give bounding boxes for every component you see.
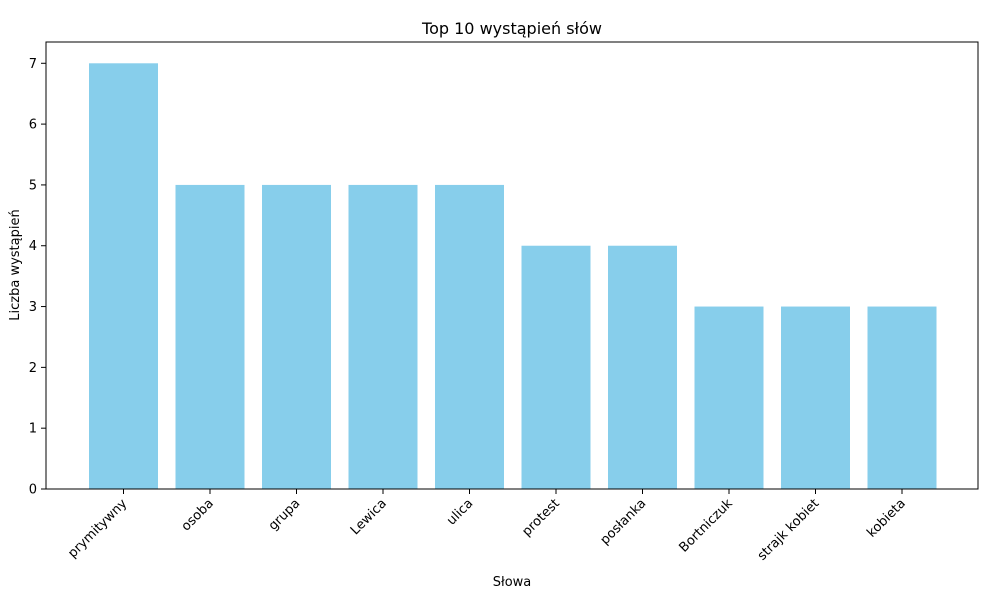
plot-frame [45, 41, 979, 490]
bar-3 [348, 184, 418, 490]
y-tick-label-4: 4 [29, 239, 37, 254]
bar-8 [781, 306, 850, 489]
y-axis-ticks: 0 1 2 3 4 5 6 7 [29, 57, 46, 498]
x-axis-ticks: prymitywny osoba grupa Lewica ulica protest po… [65, 489, 909, 564]
chart-title: Top 10 wystąpień słów [421, 19, 602, 38]
bar-5 [521, 245, 591, 489]
x-tick-label-4: ulica [444, 496, 476, 528]
y-tick-label-5: 5 [29, 178, 37, 193]
y-tick-label-6: 6 [29, 118, 37, 133]
y-tick-label-0: 0 [29, 483, 37, 498]
bar-4 [435, 184, 504, 490]
bars-group [89, 63, 937, 490]
y-axis-label: Liczba wystąpień [8, 209, 23, 320]
x-tick-label-3: Lewica [348, 496, 390, 538]
x-tick-label-7: Bortniczuk [676, 496, 736, 556]
x-tick-label-5: protest [520, 496, 563, 539]
y-tick-label-3: 3 [29, 300, 37, 315]
bar-1 [175, 184, 245, 490]
bar-9 [867, 306, 937, 489]
x-tick-label-6: posłanka [598, 496, 650, 548]
x-axis-label: Słowa [493, 575, 532, 590]
x-tick-label-8: strajk kobiet [755, 496, 822, 563]
y-tick-label-2: 2 [29, 361, 37, 376]
x-tick-label-2: grupa [266, 496, 304, 534]
x-tick-label-1: osoba [179, 496, 217, 534]
bar-7 [694, 306, 764, 489]
y-tick-label-7: 7 [29, 57, 37, 72]
x-tick-label-0: prymitywny [65, 496, 130, 561]
y-tick-label-1: 1 [29, 422, 37, 437]
bar-0 [89, 63, 158, 489]
bar-2 [262, 184, 331, 490]
bar-6 [608, 245, 677, 489]
x-tick-label-9: kobieta [864, 496, 909, 541]
